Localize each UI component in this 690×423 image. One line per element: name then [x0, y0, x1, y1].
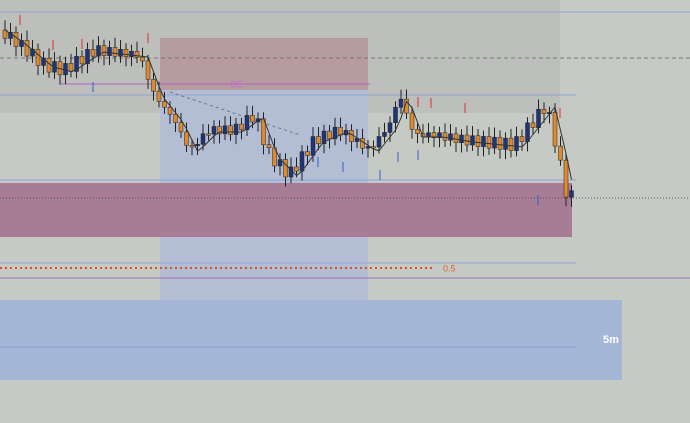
candle-body — [35, 48, 41, 66]
candle-body — [387, 122, 393, 133]
candle-body — [321, 130, 327, 144]
candle-body — [239, 123, 244, 131]
higher-tf-zone — [0, 300, 622, 380]
candle-body — [118, 49, 123, 57]
candle-body — [162, 101, 167, 108]
candle-body — [415, 129, 420, 134]
candle-body — [134, 51, 140, 58]
candle-body — [305, 151, 310, 156]
candle-body — [107, 47, 112, 56]
candle-body — [123, 49, 129, 57]
candle-body — [536, 109, 541, 128]
candle-body — [481, 136, 486, 147]
candle-body — [145, 60, 151, 80]
candle-body — [569, 190, 574, 198]
candle-body — [349, 130, 354, 142]
candle-body — [327, 130, 332, 140]
candle-body — [398, 98, 404, 108]
candle-body — [448, 133, 453, 141]
candle-body — [470, 135, 475, 146]
candle-body — [558, 145, 563, 161]
candle-body — [552, 112, 558, 147]
candle-body — [195, 144, 200, 147]
candle-body — [437, 132, 442, 138]
candle-body — [525, 122, 530, 142]
demand-zone — [0, 183, 572, 237]
candle-body — [222, 125, 228, 135]
candle-body — [96, 45, 101, 57]
candle-body — [173, 113, 178, 123]
candles — [2, 15, 574, 207]
candle-body — [492, 136, 497, 149]
candle-body — [101, 45, 107, 56]
candle-body — [464, 134, 470, 146]
candle-body — [129, 51, 134, 57]
supply-zone — [160, 38, 368, 90]
candle-body — [365, 146, 371, 149]
candle-body — [431, 132, 437, 138]
candle-body — [184, 131, 189, 146]
candle-body — [316, 136, 321, 144]
candle-body — [486, 136, 492, 149]
candle-body — [151, 79, 156, 92]
candle-body — [167, 106, 173, 115]
fib-label: 0.5 — [443, 263, 456, 273]
candle-body — [90, 49, 96, 57]
candle-body — [519, 136, 525, 142]
candle-body — [13, 32, 19, 47]
candle-body — [140, 56, 145, 62]
trend-line — [169, 91, 301, 136]
candle-body — [393, 107, 398, 124]
candle-body — [541, 109, 547, 114]
candle-body — [178, 122, 184, 133]
candle-body — [338, 126, 343, 136]
candle-body — [503, 137, 508, 150]
candle-body — [206, 133, 211, 136]
candle-body — [514, 136, 519, 151]
candle-body — [299, 151, 305, 172]
candle-body — [63, 63, 68, 76]
candle-body — [409, 112, 415, 130]
candle-body — [508, 137, 514, 151]
candle-body — [332, 126, 338, 140]
candle-body — [294, 166, 299, 172]
candle-body — [459, 134, 464, 144]
candle-body — [360, 138, 365, 149]
candle-body — [74, 56, 79, 72]
candle-body — [453, 133, 459, 144]
candle-body — [19, 40, 24, 47]
candle-body — [475, 135, 481, 147]
candle-body — [30, 48, 35, 57]
candle-body — [442, 132, 448, 141]
moving-average — [4, 29, 572, 180]
candle-body — [217, 126, 222, 135]
candle-body — [200, 133, 206, 145]
candle-body — [211, 126, 217, 135]
candle-body — [24, 40, 30, 57]
candle-body — [530, 122, 536, 128]
timeframe-label: 5m — [603, 334, 619, 346]
candle-body — [112, 47, 118, 57]
order-flow-label: OE — [230, 79, 243, 89]
candle-body — [310, 136, 316, 156]
candle-body — [79, 56, 85, 65]
candle-body — [85, 49, 90, 65]
candle-body — [68, 63, 74, 72]
candle-body — [426, 132, 431, 138]
candle-body — [156, 90, 162, 102]
candle-body — [250, 115, 255, 123]
candle-body — [228, 125, 233, 135]
candle-body — [233, 123, 239, 135]
candle-body — [376, 136, 382, 148]
candle-body — [382, 132, 387, 137]
candle-body — [283, 159, 288, 178]
candle-body — [244, 115, 250, 131]
candle-body — [189, 145, 195, 148]
candle-body — [497, 136, 503, 150]
candle-body — [266, 144, 272, 149]
candle-body — [41, 57, 46, 66]
candle-body — [563, 159, 569, 198]
